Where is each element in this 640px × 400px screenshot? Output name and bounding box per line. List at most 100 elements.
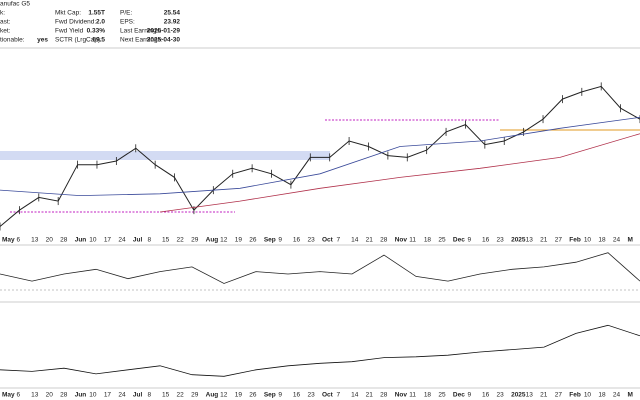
x-tick-label: Jun bbox=[75, 392, 87, 399]
header-label: Fwd Yield bbox=[55, 28, 84, 35]
x-tick-label: 20 bbox=[46, 237, 54, 244]
x-tick-label: 6 bbox=[17, 392, 21, 399]
header-value: yes bbox=[37, 37, 48, 44]
header-label: k: bbox=[0, 10, 5, 17]
x-tick-label: 9 bbox=[278, 392, 282, 399]
x-tick-label: 24 bbox=[118, 392, 126, 399]
x-tick-label: 7 bbox=[337, 237, 341, 244]
x-tick-label: 22 bbox=[177, 237, 185, 244]
symbol-name: anufac G5 bbox=[0, 1, 30, 8]
x-tick-label: 2025 bbox=[511, 237, 526, 244]
x-tick-label: 11 bbox=[409, 237, 416, 244]
x-tick-label: 18 bbox=[598, 237, 606, 244]
header-label: Last Earnings: bbox=[120, 28, 162, 35]
x-tick-label: 9 bbox=[467, 392, 471, 399]
x-tick-label: 14 bbox=[351, 392, 359, 399]
x-tick-label: 10 bbox=[584, 237, 592, 244]
x-tick-label: May bbox=[2, 392, 15, 399]
x-tick-label: 18 bbox=[424, 237, 432, 244]
series-line bbox=[0, 252, 640, 284]
header-label: Next Earnings: bbox=[120, 37, 163, 44]
x-tick-label: 6 bbox=[17, 237, 21, 244]
x-tick-label: 29 bbox=[191, 392, 199, 399]
x-tick-label: 17 bbox=[104, 237, 112, 244]
x-tick-label: Sep bbox=[264, 392, 276, 399]
x-tick-label: 23 bbox=[307, 237, 315, 244]
x-tick-label: 18 bbox=[424, 392, 432, 399]
x-tick-label: M bbox=[627, 392, 632, 399]
x-tick-label: Aug bbox=[206, 237, 219, 244]
header-label: tionable: bbox=[0, 37, 25, 44]
x-tick-label: 24 bbox=[613, 237, 621, 244]
x-tick-label: 12 bbox=[220, 392, 228, 399]
x-tick-label: 16 bbox=[482, 392, 490, 399]
header-value: 2.0 bbox=[96, 19, 105, 26]
header-label: Fwd Dividend: bbox=[55, 19, 96, 26]
x-tick-label: 24 bbox=[118, 237, 126, 244]
x-tick-label: 22 bbox=[177, 392, 185, 399]
x-tick-label: Aug bbox=[206, 392, 219, 399]
x-tick-label: 27 bbox=[555, 392, 563, 399]
x-tick-label: 21 bbox=[366, 392, 374, 399]
x-tick-label: 13 bbox=[31, 392, 39, 399]
header-label: EPS: bbox=[120, 19, 135, 26]
x-tick-label: 28 bbox=[380, 392, 388, 399]
x-tick-label: Feb bbox=[569, 392, 581, 399]
header-label: P/E: bbox=[120, 10, 132, 17]
x-tick-label: 18 bbox=[598, 392, 606, 399]
x-tick-label: 23 bbox=[497, 392, 505, 399]
x-tick-label: 8 bbox=[147, 392, 151, 399]
x-tick-label: 28 bbox=[60, 237, 68, 244]
header-value: 0.33% bbox=[87, 28, 106, 35]
x-tick-label: 26 bbox=[249, 392, 257, 399]
resistance-band bbox=[0, 151, 330, 160]
x-tick-label: 23 bbox=[307, 392, 315, 399]
header-value: 23.92 bbox=[164, 19, 181, 26]
x-tick-label: 21 bbox=[540, 392, 548, 399]
header-label: SCTR (LrgCap): bbox=[55, 37, 102, 44]
x-tick-label: Dec bbox=[453, 392, 465, 399]
x-tick-label: M bbox=[627, 237, 632, 244]
x-tick-label: 8 bbox=[147, 237, 151, 244]
x-tick-label: 12 bbox=[220, 237, 228, 244]
x-tick-label: 10 bbox=[89, 237, 97, 244]
x-tick-label: 19 bbox=[235, 237, 243, 244]
series-line bbox=[0, 324, 640, 377]
x-tick-label: 28 bbox=[380, 237, 388, 244]
x-tick-label: 15 bbox=[162, 392, 170, 399]
x-tick-label: 26 bbox=[249, 237, 257, 244]
x-tick-label: 15 bbox=[162, 237, 170, 244]
x-tick-label: 16 bbox=[293, 237, 301, 244]
x-tick-label: 28 bbox=[60, 392, 68, 399]
x-tick-label: 24 bbox=[613, 392, 621, 399]
header-value: 2025-04-30 bbox=[147, 37, 181, 44]
series-line bbox=[159, 133, 640, 213]
x-tick-label: May bbox=[2, 237, 15, 244]
x-tick-label: Dec bbox=[453, 237, 465, 244]
x-tick-label: 25 bbox=[438, 237, 446, 244]
header-label: ast: bbox=[0, 19, 11, 26]
header-value: 25.54 bbox=[164, 10, 181, 17]
x-tick-label: 9 bbox=[467, 237, 471, 244]
x-tick-label: 21 bbox=[366, 237, 374, 244]
x-tick-label: 13 bbox=[526, 237, 534, 244]
x-tick-label: Nov bbox=[395, 392, 408, 399]
x-tick-label: 21 bbox=[540, 237, 548, 244]
series-line bbox=[0, 116, 640, 197]
x-tick-label: 14 bbox=[351, 237, 359, 244]
x-tick-label: 7 bbox=[337, 392, 341, 399]
x-tick-label: 19 bbox=[235, 392, 243, 399]
x-tick-label: 23 bbox=[497, 237, 505, 244]
x-tick-label: Oct bbox=[322, 237, 334, 244]
x-tick-label: 13 bbox=[31, 237, 39, 244]
x-tick-label: 17 bbox=[104, 392, 112, 399]
header-value: 59.5 bbox=[92, 37, 105, 44]
header-value: 2025-01-29 bbox=[147, 28, 181, 35]
x-tick-label: Jul bbox=[133, 237, 143, 244]
x-tick-label: 2025 bbox=[511, 392, 526, 399]
header-value: 1.55T bbox=[88, 10, 105, 17]
x-tick-label: 16 bbox=[482, 237, 490, 244]
x-tick-label: Jul bbox=[133, 392, 143, 399]
